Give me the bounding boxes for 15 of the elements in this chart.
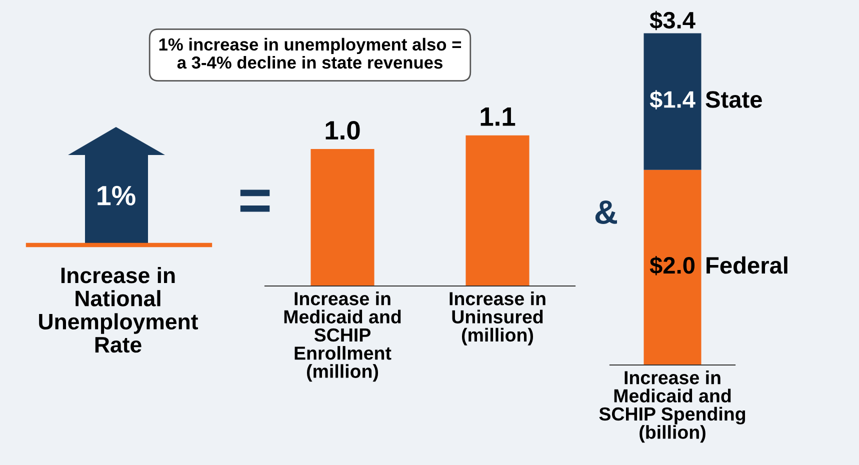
x-tick-label: Increase in Medicaid and SCHIP Spending (billion) [599,370,746,443]
data-label: 1.0 [326,120,360,140]
total-label: $3.4 [650,10,696,30]
annotation: = [240,190,270,212]
annotation: & [595,200,617,224]
series-label: State [706,91,762,108]
series-label: Federal [706,256,788,274]
x-tick-label: Increase in Medicaid and SCHIP Enrollment (million) [284,292,401,382]
text: 1% increase in unemployment also = a 3-4% decline in state revenues [159,38,462,69]
x-tick-label: Increase in Uninsured (million) [450,292,546,346]
data-label: $1.4 [650,90,696,110]
text: 1% [98,186,136,206]
data-label: 1.1 [480,108,516,126]
text: Increase in National Unemployment Rate [39,266,198,353]
data-label: $2.0 [650,256,695,276]
